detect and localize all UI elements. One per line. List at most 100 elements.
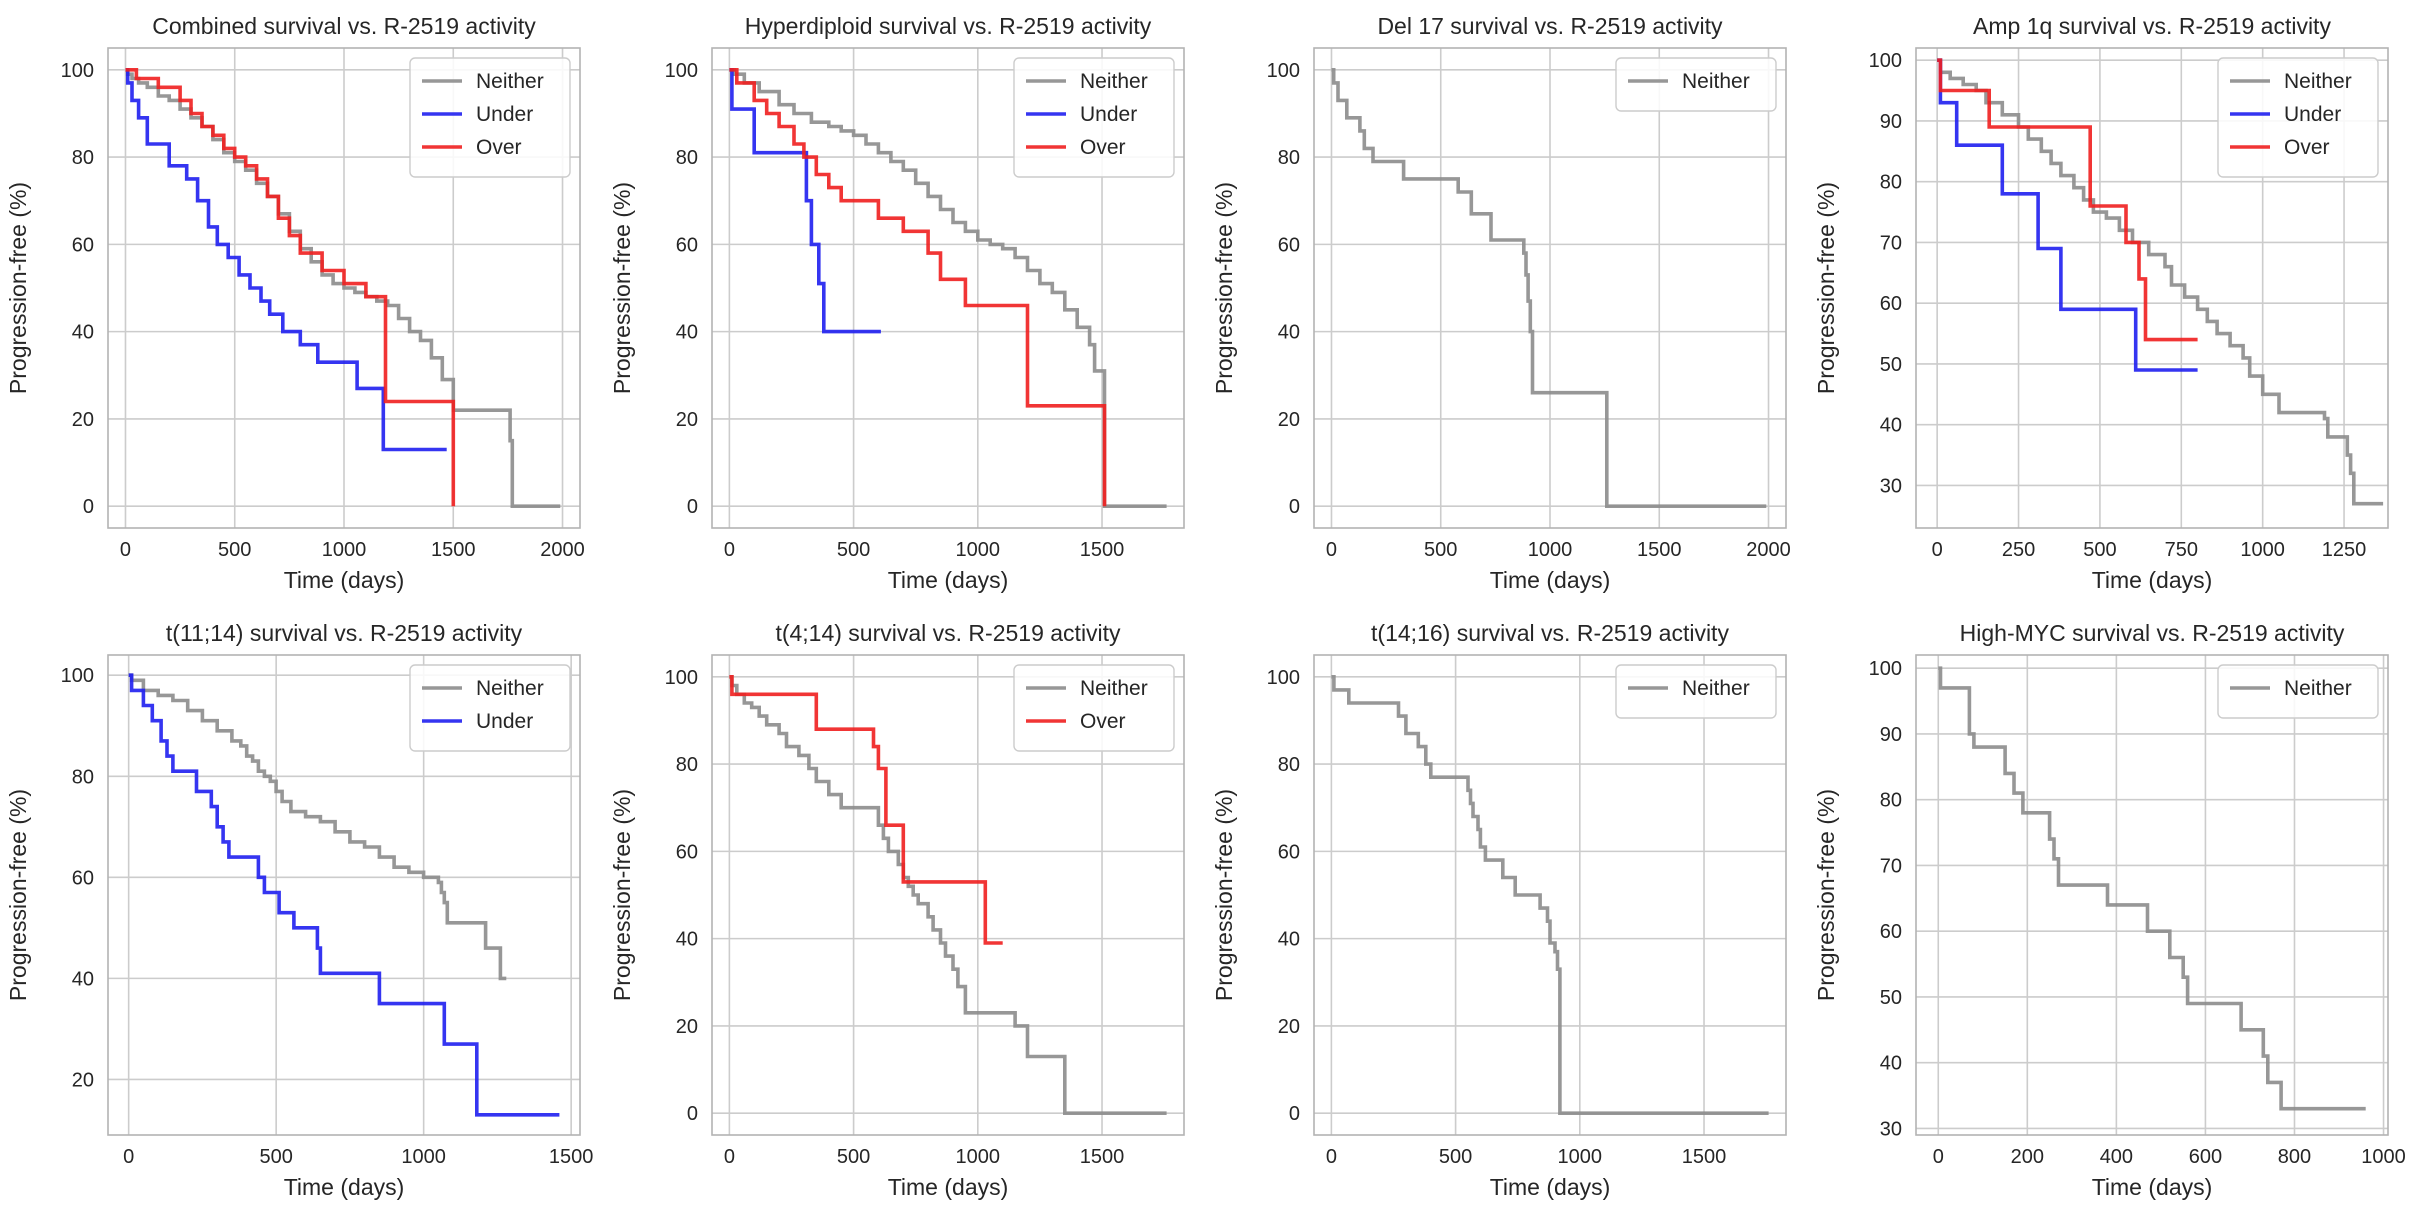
x-tick-label: 0 bbox=[724, 1146, 735, 1168]
y-tick-label: 20 bbox=[1278, 409, 1300, 431]
y-tick-label: 60 bbox=[72, 867, 94, 889]
series-line-neither bbox=[1331, 68, 1767, 508]
series-line-under bbox=[1937, 58, 2198, 372]
y-tick-label: 80 bbox=[676, 754, 698, 776]
y-tick-label: 40 bbox=[72, 968, 94, 990]
legend-label: Under bbox=[476, 710, 533, 733]
chart-panel: 0 250 500 750 1000 1250 30 40 50 60 70 80 90 100 Amp 1… bbox=[1813, 13, 2389, 593]
x-tick-label: 1000 bbox=[1528, 539, 1573, 561]
y-tick-label: 30 bbox=[1880, 475, 1902, 497]
chart-title: t(4;14) survival vs. R-2519 activity bbox=[775, 620, 1121, 646]
legend-label: Under bbox=[1080, 103, 1137, 126]
legend: Neither Over bbox=[1013, 664, 1175, 752]
y-axis-label: Progression-free (%) bbox=[5, 789, 31, 1001]
y-tick-label: 30 bbox=[1880, 1118, 1902, 1140]
y-tick-label: 60 bbox=[1278, 841, 1300, 863]
plot-frame bbox=[1313, 654, 1787, 1136]
y-tick-label: 100 bbox=[61, 60, 94, 82]
x-tick-label: 1000 bbox=[956, 1146, 1001, 1168]
chart-title: Del 17 survival vs. R-2519 activity bbox=[1377, 13, 1723, 39]
legend-label: Under bbox=[2284, 103, 2341, 126]
y-tick-label: 70 bbox=[1880, 232, 1902, 254]
legend: Neither Under Over bbox=[2217, 57, 2379, 178]
y-tick-label: 80 bbox=[1278, 754, 1300, 776]
chart-title: Amp 1q survival vs. R-2519 activity bbox=[1973, 13, 2331, 39]
y-tick-label: 60 bbox=[1880, 921, 1902, 943]
series-line-over bbox=[1937, 58, 2198, 342]
legend-label: Over bbox=[476, 136, 522, 159]
x-tick-label: 400 bbox=[2100, 1146, 2133, 1168]
y-tick-label: 20 bbox=[1278, 1016, 1300, 1038]
chart-title: Combined survival vs. R-2519 activity bbox=[152, 13, 536, 39]
x-tick-label: 1000 bbox=[401, 1146, 446, 1168]
series-line-under bbox=[729, 68, 881, 334]
x-tick-label: 1000 bbox=[2240, 539, 2285, 561]
y-tick-label: 100 bbox=[665, 667, 698, 689]
legend-box bbox=[1615, 664, 1777, 719]
x-tick-label: 800 bbox=[2278, 1146, 2311, 1168]
x-axis-label: Time (days) bbox=[284, 1174, 405, 1200]
x-tick-label: 1000 bbox=[956, 539, 1001, 561]
x-axis-label: Time (days) bbox=[2092, 1174, 2213, 1200]
legend-label: Over bbox=[1080, 136, 1126, 159]
y-tick-label: 100 bbox=[665, 60, 698, 82]
plot-frame bbox=[107, 47, 581, 529]
y-tick-label: 100 bbox=[1267, 60, 1300, 82]
legend-label: Over bbox=[2284, 136, 2330, 159]
x-axis-label: Time (days) bbox=[284, 567, 405, 593]
y-axis-label: Progression-free (%) bbox=[1211, 182, 1237, 394]
x-tick-label: 1500 bbox=[549, 1146, 594, 1168]
y-axis-label: Progression-free (%) bbox=[1813, 789, 1839, 1001]
y-tick-label: 50 bbox=[1880, 354, 1902, 376]
y-tick-label: 60 bbox=[676, 841, 698, 863]
plot-frame bbox=[1313, 47, 1787, 529]
y-tick-label: 0 bbox=[83, 496, 94, 518]
legend-label: Neither bbox=[1682, 677, 1750, 700]
x-tick-label: 200 bbox=[2011, 1146, 2044, 1168]
y-tick-label: 60 bbox=[676, 234, 698, 256]
series-line-neither bbox=[1331, 675, 1769, 1115]
y-tick-label: 80 bbox=[1880, 790, 1902, 812]
legend-label: Over bbox=[1080, 710, 1126, 733]
y-tick-label: 100 bbox=[1267, 667, 1300, 689]
y-tick-label: 0 bbox=[687, 1103, 698, 1125]
y-tick-label: 80 bbox=[72, 766, 94, 788]
chart-title: Hyperdiploid survival vs. R-2519 activit… bbox=[745, 13, 1152, 39]
legend-box bbox=[2217, 664, 2379, 719]
legend-label: Neither bbox=[476, 677, 544, 700]
x-tick-label: 250 bbox=[2002, 539, 2035, 561]
x-axis-label: Time (days) bbox=[1490, 567, 1611, 593]
chart-title: High-MYC survival vs. R-2519 activity bbox=[1960, 620, 2345, 646]
x-tick-label: 1000 bbox=[322, 539, 367, 561]
series-line-under bbox=[128, 673, 560, 1117]
y-tick-label: 40 bbox=[1278, 929, 1300, 951]
y-tick-label: 90 bbox=[1880, 724, 1902, 746]
y-axis-label: Progression-free (%) bbox=[1211, 789, 1237, 1001]
plot-frame bbox=[1915, 654, 2389, 1136]
series-line-neither bbox=[1938, 666, 2366, 1111]
y-tick-label: 100 bbox=[61, 665, 94, 687]
y-tick-label: 70 bbox=[1880, 855, 1902, 877]
series-line-neither bbox=[128, 673, 507, 981]
chart-panel: 0 500 1000 1500 0 20 40 60 80 100 t(4;14) survival… bbox=[609, 620, 1185, 1200]
x-tick-label: 1500 bbox=[1080, 539, 1125, 561]
y-tick-label: 80 bbox=[1278, 147, 1300, 169]
legend: Neither Under bbox=[409, 664, 571, 752]
y-tick-label: 90 bbox=[1880, 111, 1902, 133]
x-axis-label: Time (days) bbox=[888, 1174, 1009, 1200]
plot-frame bbox=[711, 654, 1185, 1136]
x-tick-label: 1000 bbox=[2361, 1146, 2406, 1168]
chart-panel: 0 500 1000 1500 2000 0 20 40 60 80 100 Combined sur… bbox=[5, 13, 585, 593]
x-tick-label: 600 bbox=[2189, 1146, 2222, 1168]
x-tick-label: 1250 bbox=[2322, 539, 2367, 561]
y-tick-label: 20 bbox=[676, 1016, 698, 1038]
plot-frame bbox=[1915, 47, 2389, 529]
y-tick-label: 60 bbox=[1880, 293, 1902, 315]
x-tick-label: 500 bbox=[1439, 1146, 1472, 1168]
chart-panel: 0 500 1000 1500 0 20 40 60 80 100 t(14;16) surviva… bbox=[1211, 620, 1787, 1200]
x-tick-label: 0 bbox=[120, 539, 131, 561]
x-tick-label: 1500 bbox=[431, 539, 476, 561]
series-line-neither bbox=[729, 68, 1167, 508]
legend: Neither bbox=[2217, 664, 2379, 719]
